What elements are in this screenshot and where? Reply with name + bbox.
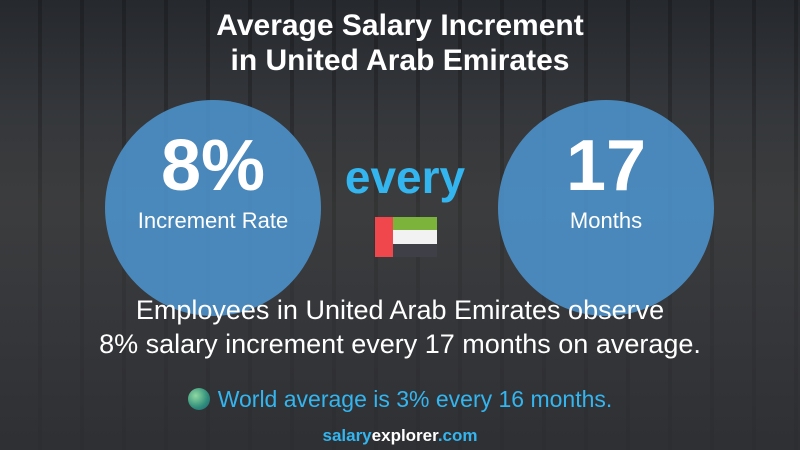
title: Average Salary Increment in United Arab …: [0, 8, 800, 78]
brand-com: .com: [437, 426, 478, 445]
description: Employees in United Arab Emirates observ…: [0, 293, 800, 361]
brand-explorer: explorer: [371, 426, 438, 445]
title-line-1: Average Salary Increment: [216, 9, 584, 42]
increment-rate-circle: 8% Increment Rate: [105, 100, 321, 316]
period-value: 17: [565, 126, 647, 206]
world-average: World average is 3% every 16 months.: [0, 386, 800, 413]
rate-label: Increment Rate: [137, 208, 289, 233]
period-label: Months: [569, 208, 643, 233]
description-line-2: 8% salary increment every 17 months on a…: [99, 329, 701, 359]
description-line-1: Employees in United Arab Emirates observ…: [135, 295, 665, 325]
uae-flag-icon: [375, 217, 437, 257]
title-line-2: in United Arab Emirates: [230, 44, 570, 77]
brand-salary: salary: [322, 426, 372, 445]
rate-value: 8%: [160, 126, 266, 206]
months-circle: 17 Months: [498, 100, 714, 316]
world-average-text: World average is 3% every 16 months.: [217, 386, 613, 412]
every-label: every: [344, 151, 466, 203]
brand-logo[interactable]: salaryexplorer.com: [0, 426, 800, 446]
globe-icon: [187, 388, 210, 410]
